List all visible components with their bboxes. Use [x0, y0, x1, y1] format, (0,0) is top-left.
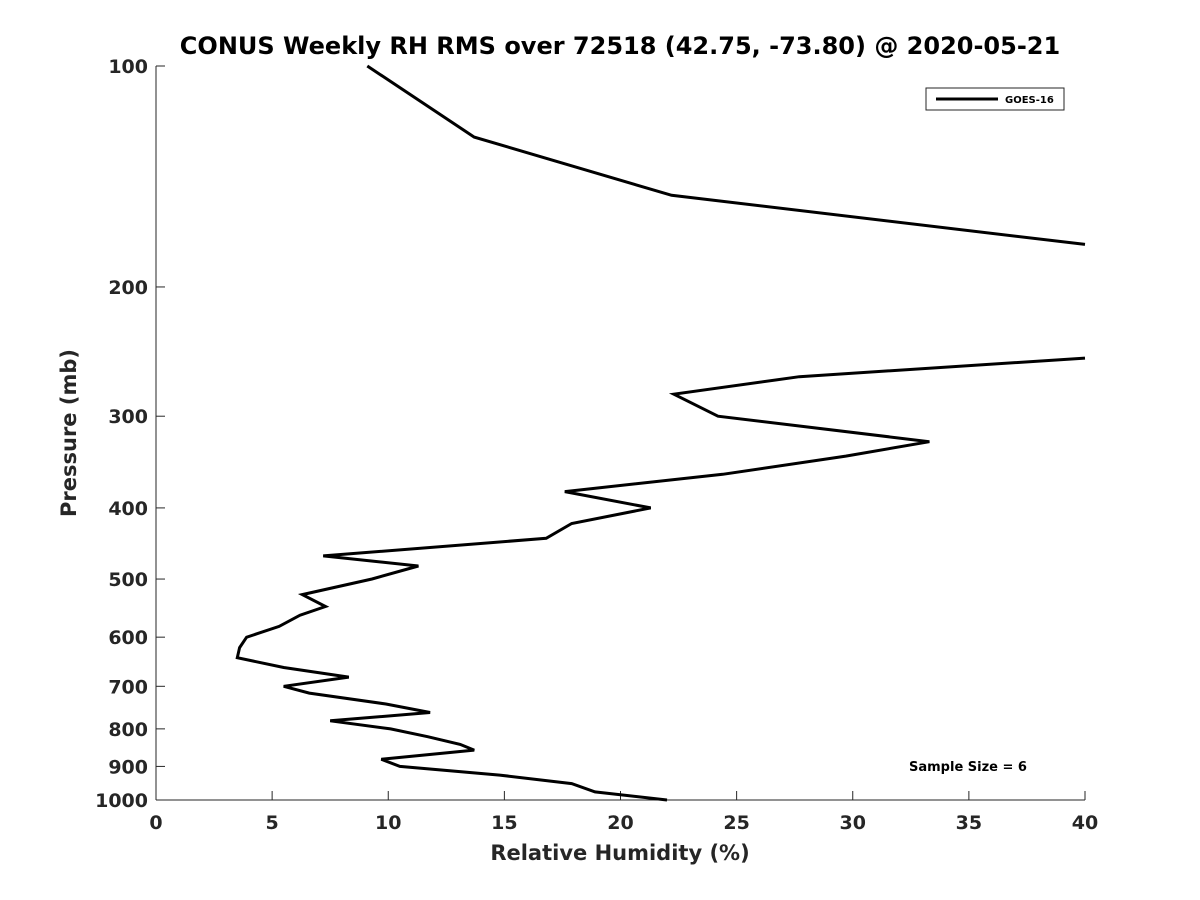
- series-layer: [235, 64, 1086, 802]
- chart-title: CONUS Weekly RH RMS over 72518 (42.75, -…: [180, 32, 1060, 60]
- x-tick-label: 10: [375, 812, 401, 834]
- x-tick-label: 40: [1072, 812, 1098, 834]
- y-tick-label: 500: [108, 569, 148, 591]
- legend-entry-goes-16: GOES-16: [1005, 95, 1054, 106]
- y-tick-label: 300: [108, 406, 148, 428]
- y-tick-label: 100: [108, 56, 148, 78]
- y-tick-label: 800: [108, 719, 148, 741]
- x-tick-label: 20: [607, 812, 633, 834]
- y-tick-label: 1000: [95, 790, 148, 812]
- sample-size-annotation: Sample Size = 6: [909, 760, 1027, 775]
- y-ticks: 100 200 300 400 500 600 700 800 900 1000: [95, 56, 165, 812]
- x-tick-label: 35: [956, 812, 982, 834]
- x-ticks: 0 5 10 15 20 25 30 35 40: [149, 791, 1098, 834]
- x-tick-label: 5: [266, 812, 279, 834]
- legend: GOES-16: [925, 87, 1065, 111]
- y-tick-label: 700: [108, 676, 148, 698]
- x-axis-label: Relative Humidity (%): [490, 841, 749, 865]
- x-tick-label: 0: [149, 812, 162, 834]
- x-tick-label: 25: [723, 812, 749, 834]
- x-tick-label: 15: [491, 812, 517, 834]
- x-tick-label: 30: [840, 812, 866, 834]
- y-axis-label: Pressure (mb): [57, 349, 81, 517]
- y-tick-label: 900: [108, 756, 148, 778]
- y-tick-label: 400: [108, 498, 148, 520]
- series-line-goes-16-segment-0: [366, 64, 1086, 246]
- y-tick-label: 600: [108, 627, 148, 649]
- series-line-goes-16-segment-1: [235, 356, 1086, 802]
- y-tick-label: 200: [108, 277, 148, 299]
- plot-area: 0 5 10 15 20 25 30 35 40 100 200 300 400 500 600 700 80…: [95, 56, 1098, 834]
